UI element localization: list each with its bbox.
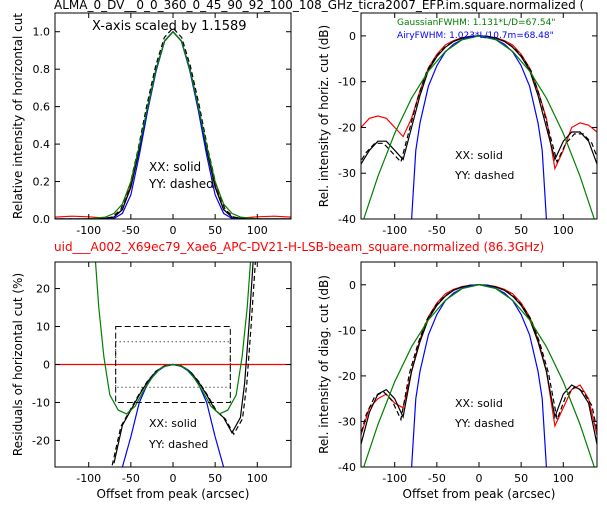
x-tick-label: 0 [476,472,483,485]
y-tick-label: -10 [338,76,356,89]
x-axis-label: Offset from peak (arcsec) [403,487,556,501]
y-tick-label: -20 [32,434,50,447]
y-tick-label: 20 [36,283,50,296]
annotation: YY: dashed [148,177,214,191]
annotation: AiryFWHM: 1.023*L/10.7m=68.48" [397,31,554,41]
x-tick-label: -100 [76,472,101,485]
x-tick-label: -50 [122,224,140,237]
panel-bottom-right: -100 -50 0 50 100 0 -10 -20 -30 -40 Rel. intensity… [317,261,598,501]
annotation: XX: solid [149,417,197,430]
y-tick-label: 1.0 [33,26,51,39]
annotation: XX: solid [455,397,503,410]
series-line-0 [361,284,597,436]
annotation: YY: dashed [454,169,514,182]
series-line-1 [113,262,254,464]
series-line-dashed [361,35,597,164]
panel-top-right: -100 -50 0 50 100 0 -10 -20 -30 -40 Rel. intensity… [317,12,598,237]
series-line-dashed [111,262,256,466]
y-tick-label: 0.8 [33,63,51,76]
series-group [361,284,597,467]
residual-box-dashed [115,326,231,403]
y-tick-label: 0.2 [33,176,51,189]
y-tick-label: 0 [349,30,356,43]
x-tick-label: 50 [208,472,222,485]
annotation: X-axis scaled by 1.1589 [92,19,247,34]
y-tick-label: 0.0 [33,213,51,226]
x-tick-label: 0 [170,472,177,485]
subtitle-measurement: uid___A002_X69ec79_Xae6_APC-DV21-H-LSB-b… [54,240,544,254]
x-axis-label: Offset from peak (arcsec) [97,487,250,501]
y-tick-label: 0.4 [33,138,51,151]
y-axis-label: Rel. intensity of horiz. cut (dB) [317,25,331,207]
x-tick-label: -100 [382,472,407,485]
figure-title: ALMA_0_DV__0_0_360_0_45_90_92_100_108_GH… [54,0,584,12]
y-tick-label: -30 [338,415,356,428]
annotation: YY: dashed [148,438,208,451]
series-line-3 [363,35,595,219]
x-tick-label: -50 [122,472,140,485]
annotation: GaussianFWHM: 1.131*L/D=67.54" [397,18,555,28]
plot-frame [360,12,598,220]
y-tick-label: -40 [338,461,356,474]
plot-frame [360,261,598,468]
x-tick-label: 50 [208,224,222,237]
series-line-1 [361,35,597,165]
series-line-3 [363,284,595,467]
x-tick-label: 0 [476,224,483,237]
panel-top-left: -100 -50 0 50 100 0.0 0.2 0.4 0.6 0.8 1.0 Relative … [11,12,292,237]
annotation: XX: solid [149,160,201,174]
x-tick-label: -50 [428,224,446,237]
x-tick-label: 100 [553,224,574,237]
y-tick-label: 0.6 [33,101,51,114]
y-tick-label: -40 [338,213,356,226]
y-tick-label: -30 [338,167,356,180]
x-tick-label: -100 [382,224,407,237]
series-group [361,35,597,219]
y-axis-label: Rel. intensity of diag. cut (dB) [317,275,331,454]
x-tick-label: 100 [247,472,268,485]
x-tick-label: 50 [514,224,528,237]
x-tick-label: 50 [514,472,528,485]
y-axis-label: Residuals of horizontal cut (%) [11,273,25,456]
x-tick-label: 100 [553,472,574,485]
series-line-2 [121,363,225,467]
x-tick-label: 0 [170,224,177,237]
series-line-dashed [55,27,291,219]
series-group [55,27,291,219]
x-tick-label: -50 [428,472,446,485]
y-axis-label: Relative intensity of horizontal cut [11,13,25,219]
y-tick-label: 10 [36,321,50,334]
y-tick-label: 0 [43,359,50,372]
y-tick-label: -10 [338,324,356,337]
series-line-3 [55,30,291,219]
y-tick-label: -20 [338,370,356,383]
x-tick-label: -100 [76,224,101,237]
annotation: YY: dashed [454,417,514,430]
series-group [55,262,291,467]
series-line-3 [94,262,252,415]
annotation: XX: solid [455,149,503,162]
y-tick-label: -10 [32,396,50,409]
y-tick-label: 0 [349,279,356,292]
x-tick-label: 100 [247,224,268,237]
y-tick-label: -20 [338,121,356,134]
